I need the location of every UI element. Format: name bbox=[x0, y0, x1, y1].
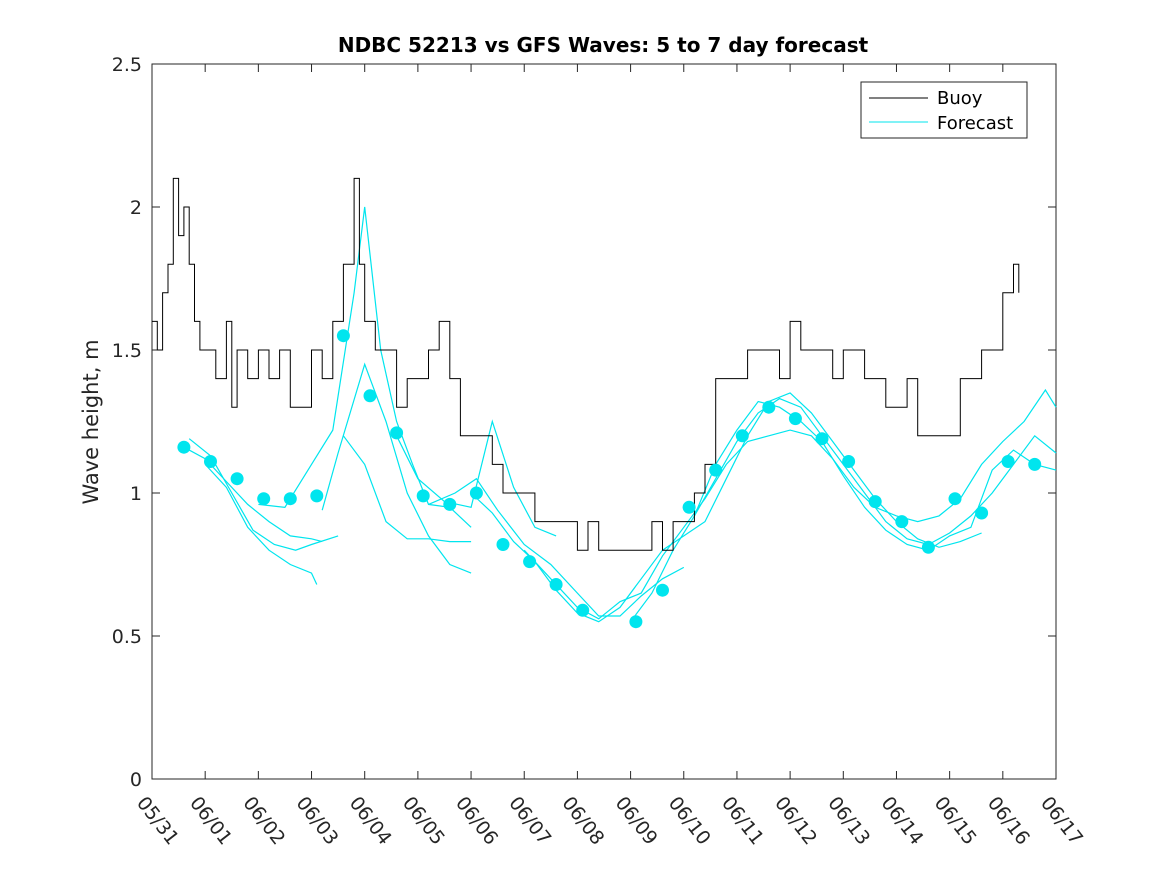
forecast-marker bbox=[416, 489, 430, 503]
forecast-marker bbox=[496, 538, 510, 551]
y-tick-label: 1.5 bbox=[112, 340, 142, 362]
forecast-marker bbox=[443, 497, 457, 511]
legend: Buoy Forecast bbox=[860, 81, 1028, 139]
forecast-line bbox=[523, 388, 1057, 620]
forecast-marker bbox=[204, 455, 217, 468]
forecast-marker bbox=[310, 489, 324, 503]
forecast-line bbox=[428, 477, 685, 617]
forecast-marker bbox=[469, 486, 483, 500]
y-axis-label: Wave height, m bbox=[79, 339, 103, 504]
forecast-line bbox=[321, 362, 472, 574]
legend-label-buoy: Buoy bbox=[937, 88, 983, 109]
plot-area bbox=[151, 63, 1057, 780]
forecast-marker bbox=[230, 472, 244, 486]
forecast-marker bbox=[177, 440, 191, 454]
buoy-line bbox=[152, 177, 1020, 551]
legend-box bbox=[860, 81, 1028, 139]
forecast-marker bbox=[842, 455, 856, 468]
y-tick-label: 2.5 bbox=[112, 54, 142, 76]
forecast-marker bbox=[1001, 455, 1015, 468]
forecast-marker bbox=[257, 492, 271, 506]
y-tick-label: 1 bbox=[130, 483, 142, 505]
y-tick-label: 0.5 bbox=[112, 626, 142, 648]
chart-title: NDBC 52213 vs GFS Waves: 5 to 7 day fore… bbox=[338, 33, 869, 57]
forecast-marker bbox=[948, 492, 962, 506]
forecast-line bbox=[396, 419, 557, 537]
forecast-marker bbox=[523, 555, 537, 569]
y-tick-label: 2 bbox=[130, 197, 142, 219]
forecast-marker bbox=[709, 463, 723, 477]
forecast-marker bbox=[762, 400, 776, 414]
forecast-marker bbox=[656, 583, 669, 597]
forecast-marker bbox=[788, 412, 802, 426]
y-axis: 0 0.5 1 1.5 2 2.5 bbox=[112, 54, 1056, 791]
forecast-marker bbox=[921, 540, 935, 554]
plot-frame bbox=[151, 63, 1057, 780]
forecast-markers bbox=[177, 329, 1042, 629]
legend-label-forecast: Forecast bbox=[937, 113, 1013, 134]
forecast-marker bbox=[815, 432, 829, 446]
buoy-series bbox=[152, 177, 1020, 551]
forecast-line bbox=[693, 400, 1057, 551]
forecast-marker bbox=[629, 615, 643, 629]
forecast-marker bbox=[336, 329, 350, 343]
forecast-marker bbox=[576, 603, 590, 617]
forecast-line bbox=[204, 463, 318, 585]
forecast-marker bbox=[390, 426, 404, 440]
forecast-marker bbox=[283, 492, 297, 506]
forecast-marker bbox=[868, 495, 882, 509]
y-tick-label: 0 bbox=[130, 769, 142, 791]
forecast-marker bbox=[682, 500, 696, 514]
forecast-marker bbox=[549, 578, 563, 591]
forecast-marker bbox=[975, 506, 989, 520]
forecast-marker bbox=[735, 429, 749, 443]
forecast-marker bbox=[363, 389, 377, 403]
forecast-marker bbox=[895, 515, 909, 529]
forecast-marker bbox=[1028, 457, 1042, 471]
forecast-line bbox=[258, 206, 472, 528]
forecast-line bbox=[342, 435, 472, 543]
